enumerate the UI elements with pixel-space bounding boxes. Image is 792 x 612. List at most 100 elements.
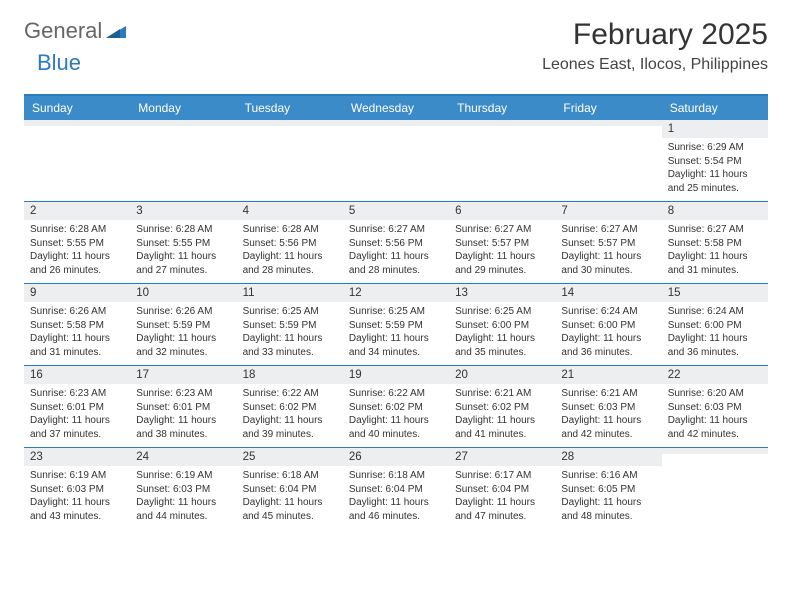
dow-tuesday: Tuesday xyxy=(237,96,343,120)
day-number: 7 xyxy=(555,202,661,220)
day-number: 19 xyxy=(343,366,449,384)
day-line: Sunrise: 6:16 AM xyxy=(561,469,655,483)
day-line: Sunrise: 6:19 AM xyxy=(30,469,124,483)
day-line: Daylight: 11 hours xyxy=(561,250,655,264)
day-body: Sunrise: 6:23 AMSunset: 6:01 PMDaylight:… xyxy=(24,384,130,441)
week-row: 16Sunrise: 6:23 AMSunset: 6:01 PMDayligh… xyxy=(24,365,768,447)
dow-sunday: Sunday xyxy=(24,96,130,120)
day-line: Daylight: 11 hours xyxy=(136,496,230,510)
day-line: Sunrise: 6:29 AM xyxy=(668,141,762,155)
day-line: Sunset: 6:04 PM xyxy=(349,483,443,497)
day-line: Sunset: 6:01 PM xyxy=(30,401,124,415)
day-number: 6 xyxy=(449,202,555,220)
day-cell: 22Sunrise: 6:20 AMSunset: 6:03 PMDayligh… xyxy=(662,366,768,447)
dow-wednesday: Wednesday xyxy=(343,96,449,120)
day-line: Sunrise: 6:27 AM xyxy=(455,223,549,237)
day-line: and 26 minutes. xyxy=(30,264,124,278)
logo: General xyxy=(24,18,128,44)
day-body xyxy=(237,126,343,136)
day-cell: 18Sunrise: 6:22 AMSunset: 6:02 PMDayligh… xyxy=(237,366,343,447)
day-line: Sunset: 6:00 PM xyxy=(561,319,655,333)
day-number: 26 xyxy=(343,448,449,466)
day-line: Sunset: 6:04 PM xyxy=(455,483,549,497)
day-number: 27 xyxy=(449,448,555,466)
day-line: Sunset: 6:05 PM xyxy=(561,483,655,497)
title-block: February 2025 Leones East, Ilocos, Phili… xyxy=(542,18,768,74)
day-line: and 31 minutes. xyxy=(30,346,124,360)
day-line: Sunrise: 6:21 AM xyxy=(455,387,549,401)
day-cell: 7Sunrise: 6:27 AMSunset: 5:57 PMDaylight… xyxy=(555,202,661,283)
day-line: and 30 minutes. xyxy=(561,264,655,278)
logo-text-2: Blue xyxy=(37,50,81,75)
day-line: and 34 minutes. xyxy=(349,346,443,360)
day-cell: 23Sunrise: 6:19 AMSunset: 6:03 PMDayligh… xyxy=(24,448,130,529)
day-line: Sunrise: 6:17 AM xyxy=(455,469,549,483)
day-line: and 41 minutes. xyxy=(455,428,549,442)
day-line: Sunrise: 6:27 AM xyxy=(561,223,655,237)
day-line: Sunset: 6:03 PM xyxy=(668,401,762,415)
day-body: Sunrise: 6:21 AMSunset: 6:02 PMDaylight:… xyxy=(449,384,555,441)
day-body: Sunrise: 6:22 AMSunset: 6:02 PMDaylight:… xyxy=(343,384,449,441)
day-line: Daylight: 11 hours xyxy=(136,250,230,264)
day-body: Sunrise: 6:24 AMSunset: 6:00 PMDaylight:… xyxy=(662,302,768,359)
day-line: Sunset: 6:04 PM xyxy=(243,483,337,497)
day-line: Sunset: 6:00 PM xyxy=(668,319,762,333)
day-number: 8 xyxy=(662,202,768,220)
day-cell: 10Sunrise: 6:26 AMSunset: 5:59 PMDayligh… xyxy=(130,284,236,365)
day-cell xyxy=(449,120,555,201)
day-line: Sunset: 5:56 PM xyxy=(349,237,443,251)
day-number: 18 xyxy=(237,366,343,384)
day-line: Sunrise: 6:22 AM xyxy=(243,387,337,401)
day-line: Sunset: 6:02 PM xyxy=(243,401,337,415)
day-number: 9 xyxy=(24,284,130,302)
day-cell: 15Sunrise: 6:24 AMSunset: 6:00 PMDayligh… xyxy=(662,284,768,365)
day-number: 14 xyxy=(555,284,661,302)
day-body: Sunrise: 6:28 AMSunset: 5:56 PMDaylight:… xyxy=(237,220,343,277)
day-cell: 17Sunrise: 6:23 AMSunset: 6:01 PMDayligh… xyxy=(130,366,236,447)
day-body: Sunrise: 6:28 AMSunset: 5:55 PMDaylight:… xyxy=(130,220,236,277)
day-line: Sunset: 5:56 PM xyxy=(243,237,337,251)
day-line: Daylight: 11 hours xyxy=(30,250,124,264)
day-number: 23 xyxy=(24,448,130,466)
day-cell: 5Sunrise: 6:27 AMSunset: 5:56 PMDaylight… xyxy=(343,202,449,283)
day-line: Sunset: 5:58 PM xyxy=(668,237,762,251)
day-line: Sunrise: 6:28 AM xyxy=(136,223,230,237)
day-line: and 46 minutes. xyxy=(349,510,443,524)
day-line: Daylight: 11 hours xyxy=(349,496,443,510)
day-line: Daylight: 11 hours xyxy=(136,332,230,346)
day-line: and 27 minutes. xyxy=(136,264,230,278)
day-body: Sunrise: 6:19 AMSunset: 6:03 PMDaylight:… xyxy=(24,466,130,523)
day-line: Sunset: 6:02 PM xyxy=(455,401,549,415)
day-body: Sunrise: 6:26 AMSunset: 5:58 PMDaylight:… xyxy=(24,302,130,359)
day-cell: 1Sunrise: 6:29 AMSunset: 5:54 PMDaylight… xyxy=(662,120,768,201)
day-number: 1 xyxy=(662,120,768,138)
day-line: Sunrise: 6:27 AM xyxy=(668,223,762,237)
day-line: Sunset: 5:55 PM xyxy=(136,237,230,251)
day-line: Sunset: 5:59 PM xyxy=(349,319,443,333)
day-line: Sunrise: 6:25 AM xyxy=(243,305,337,319)
day-cell: 3Sunrise: 6:28 AMSunset: 5:55 PMDaylight… xyxy=(130,202,236,283)
day-body: Sunrise: 6:18 AMSunset: 6:04 PMDaylight:… xyxy=(237,466,343,523)
day-cell xyxy=(662,448,768,529)
day-body: Sunrise: 6:20 AMSunset: 6:03 PMDaylight:… xyxy=(662,384,768,441)
day-number: 12 xyxy=(343,284,449,302)
day-line: Daylight: 11 hours xyxy=(243,250,337,264)
day-line: Daylight: 11 hours xyxy=(30,414,124,428)
day-line: Sunrise: 6:19 AM xyxy=(136,469,230,483)
day-cell: 6Sunrise: 6:27 AMSunset: 5:57 PMDaylight… xyxy=(449,202,555,283)
day-line: Daylight: 11 hours xyxy=(561,414,655,428)
day-cell: 13Sunrise: 6:25 AMSunset: 6:00 PMDayligh… xyxy=(449,284,555,365)
day-cell: 16Sunrise: 6:23 AMSunset: 6:01 PMDayligh… xyxy=(24,366,130,447)
day-line: Sunrise: 6:23 AM xyxy=(136,387,230,401)
day-line: Daylight: 11 hours xyxy=(561,332,655,346)
day-number: 25 xyxy=(237,448,343,466)
day-number: 2 xyxy=(24,202,130,220)
week-row: 23Sunrise: 6:19 AMSunset: 6:03 PMDayligh… xyxy=(24,447,768,529)
day-of-week-row: Sunday Monday Tuesday Wednesday Thursday… xyxy=(24,96,768,120)
dow-monday: Monday xyxy=(130,96,236,120)
day-line: and 45 minutes. xyxy=(243,510,337,524)
day-line: and 47 minutes. xyxy=(455,510,549,524)
day-line: Sunrise: 6:24 AM xyxy=(668,305,762,319)
day-number: 15 xyxy=(662,284,768,302)
month-title: February 2025 xyxy=(542,18,768,52)
